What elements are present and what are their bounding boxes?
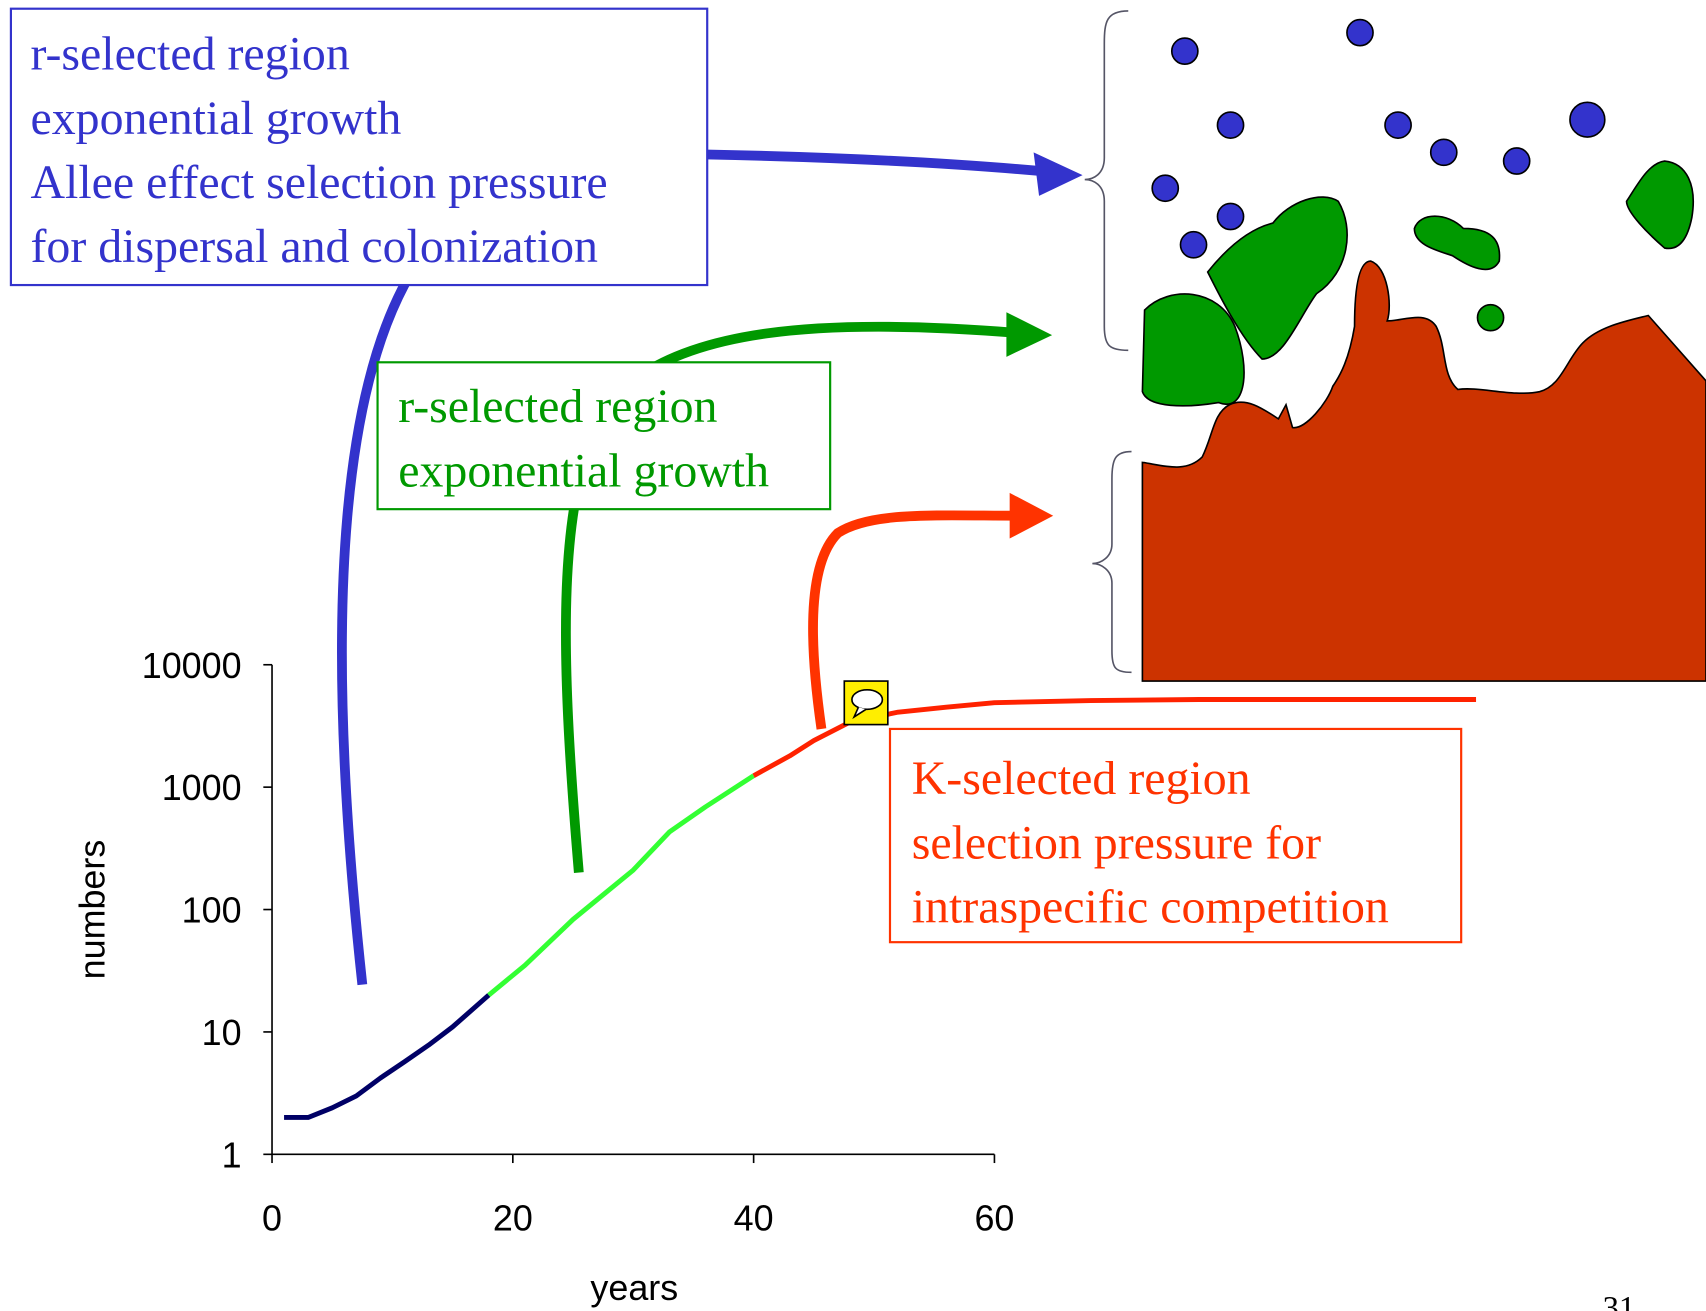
brace [1092, 450, 1132, 674]
annotation-line: exponential growth [398, 444, 769, 497]
series-line [487, 773, 755, 997]
blue-dot [1429, 138, 1458, 167]
y-tick-label: 1000 [162, 768, 242, 808]
blue-dot [1170, 37, 1199, 66]
box [376, 361, 832, 511]
arrowhead [1006, 312, 1053, 357]
y-axis-label: numbers [72, 840, 112, 980]
green-blob [1413, 215, 1501, 271]
blue-dot [1216, 202, 1245, 231]
box [9, 7, 709, 287]
page-number: 31 [1603, 1291, 1636, 1311]
brace [1084, 10, 1129, 352]
annotation-line: exponential growth [30, 92, 401, 145]
annotation-line: K-selected region [912, 752, 1251, 805]
x-tick-label: 60 [974, 1198, 1014, 1238]
blue-dot [1346, 18, 1374, 47]
blue-dot [1179, 230, 1208, 259]
illustration [1141, 18, 1706, 682]
annotation-box: r-selected region exponential growth All… [9, 7, 709, 287]
green-blob [1625, 160, 1694, 250]
annotation-line: Allee effect selection pressure [30, 156, 607, 209]
y-tick-label: 10 [202, 1013, 242, 1053]
blue-dot [1569, 101, 1606, 138]
annotation-line: selection pressure for [912, 816, 1321, 869]
green-blob [1206, 196, 1348, 360]
arrowhead [1033, 152, 1083, 196]
annotation-line: r-selected region [30, 28, 349, 81]
series-line [284, 993, 491, 1120]
y-tick-label: 10000 [142, 646, 242, 686]
box [888, 727, 1463, 944]
blue-dots [1151, 18, 1606, 259]
plot: 1 10 100 1000 10000 0 20 40 60 [142, 646, 1477, 1238]
blue-dot [1216, 111, 1245, 139]
x-tick-label: 20 [493, 1198, 533, 1238]
x-tick-label: 40 [734, 1198, 774, 1238]
annotation-line: intraspecific competition [912, 881, 1389, 934]
annotation-line: r-selected region [398, 380, 717, 433]
braces [1084, 10, 1132, 674]
blue-dot [1502, 147, 1531, 175]
icon-tail [852, 706, 867, 720]
green-dot [1476, 303, 1505, 332]
x-tick-label: 0 [262, 1198, 282, 1238]
annotation-line: for dispersal and colonization [30, 220, 598, 273]
y-tick-label: 1 [222, 1135, 242, 1175]
annotation-box: K-selected region selection pressure for… [888, 727, 1463, 944]
arrowhead [1009, 492, 1054, 539]
blue-dot [1151, 174, 1180, 203]
red-arrow [808, 510, 1021, 730]
y-tick-label: 100 [182, 891, 242, 931]
icon-bubble [851, 688, 884, 711]
comment-icon [843, 680, 889, 726]
blue-dot [1384, 111, 1412, 139]
x-axis-label: years [590, 1268, 678, 1308]
green-blob [1141, 293, 1245, 407]
annotation-box: r-selected region exponential growth [376, 361, 832, 511]
series-line [752, 697, 1477, 778]
